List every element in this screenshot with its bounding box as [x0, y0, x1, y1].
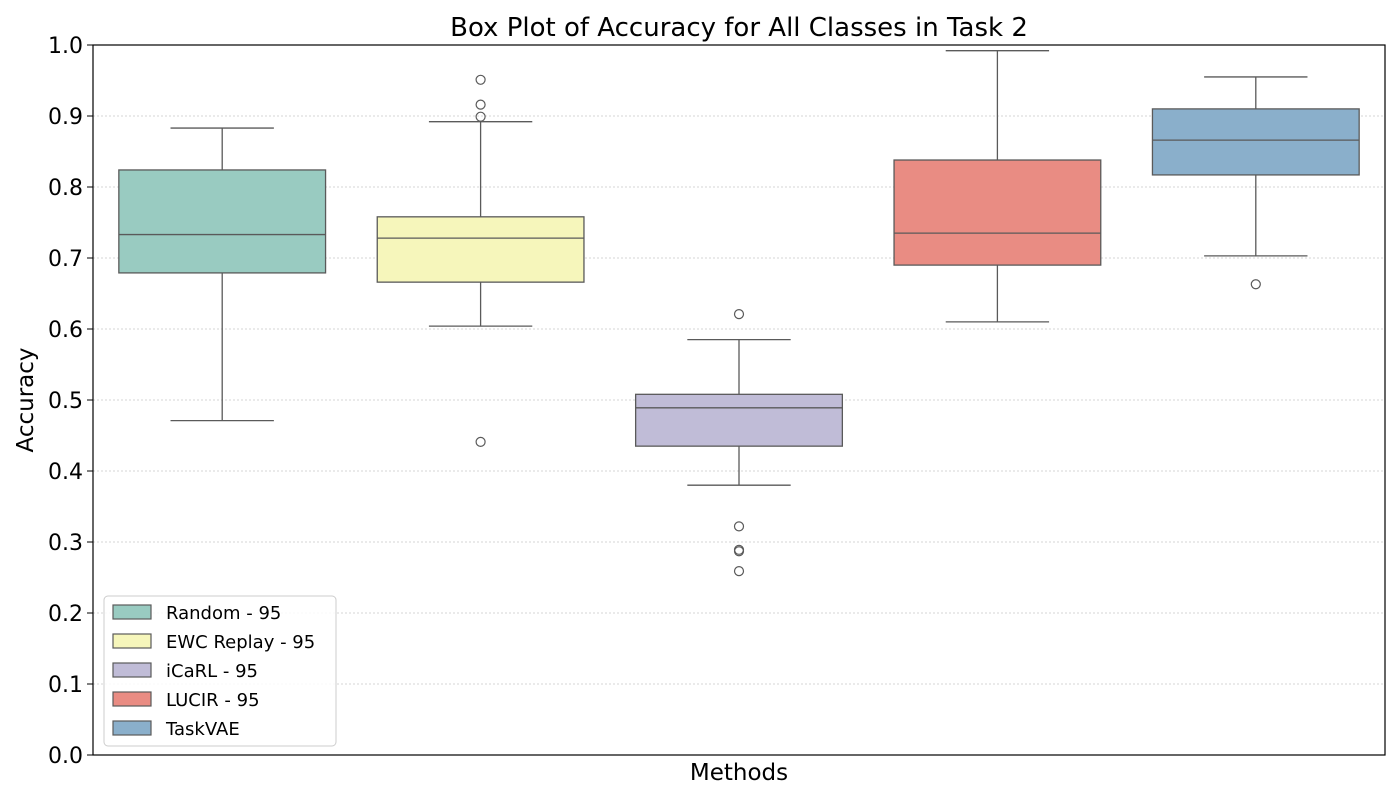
box-group-2	[634, 308, 844, 577]
y-tick-label: 0.1	[48, 673, 83, 698]
y-tick-label: 0.9	[48, 105, 83, 130]
box-iqr	[118, 169, 327, 274]
y-tick-label: 0.8	[48, 176, 83, 201]
legend-item-3: LUCIR - 95	[112, 690, 260, 711]
y-tick-label: 0.7	[48, 247, 83, 272]
box-iqr	[1151, 108, 1360, 176]
legend-swatch	[112, 691, 152, 707]
legend-swatch	[112, 633, 152, 649]
box-group-0	[118, 127, 327, 422]
y-tick-label: 0.5	[48, 389, 83, 414]
box-layer	[118, 50, 1360, 577]
legend-label: LUCIR - 95	[166, 690, 260, 711]
box-group-4	[1151, 76, 1360, 290]
outlier-point	[475, 99, 486, 110]
y-tick-label: 0.6	[48, 318, 83, 343]
legend-label: TaskVAE	[165, 719, 240, 740]
outlier-point	[733, 308, 745, 320]
y-axis: 0.0 0.1 0.2 0.3 0.4 0.5 0.6 0.7 0.8 0.9 1.0	[48, 34, 93, 769]
x-axis-title: Methods	[690, 760, 788, 786]
outlier-point	[475, 111, 486, 122]
outlier-point	[1250, 279, 1261, 290]
legend-frame	[103, 595, 337, 747]
outlier-point	[733, 546, 745, 557]
legend-label: Random - 95	[166, 603, 281, 624]
y-tick-label: 0.0	[48, 744, 83, 769]
outlier-point	[475, 436, 486, 447]
legend-label: EWC Replay - 95	[166, 632, 315, 653]
legend-item-4: TaskVAE	[112, 719, 240, 740]
legend: Random - 95 EWC Replay - 95 iCaRL - 95 LUCI…	[103, 595, 337, 747]
y-tick-label: 0.4	[48, 460, 83, 485]
box-iqr	[893, 159, 1102, 266]
legend-items: Random - 95 EWC Replay - 95 iCaRL - 95 LUCI…	[112, 603, 315, 740]
y-tick-label: 0.2	[48, 602, 83, 627]
outlier-point	[475, 74, 486, 85]
legend-item-0: Random - 95	[112, 603, 281, 624]
box-group-3	[893, 50, 1102, 323]
chart-title: Box Plot of Accuracy for All Classes in …	[450, 13, 1028, 43]
y-tick-label: 1.0	[48, 34, 83, 59]
legend-swatch	[112, 662, 152, 678]
box-group-1	[376, 74, 585, 447]
outlier-point	[733, 566, 745, 577]
legend-item-1: EWC Replay - 95	[112, 632, 315, 653]
box-iqr	[634, 393, 844, 447]
legend-item-2: iCaRL - 95	[112, 661, 258, 682]
box-iqr	[376, 216, 585, 283]
legend-swatch	[112, 720, 152, 736]
y-axis-title: Accuracy	[13, 347, 39, 452]
outlier-point	[733, 521, 745, 532]
legend-swatch	[112, 604, 152, 620]
y-tick-label: 0.3	[48, 531, 83, 556]
legend-label: iCaRL - 95	[166, 661, 258, 682]
